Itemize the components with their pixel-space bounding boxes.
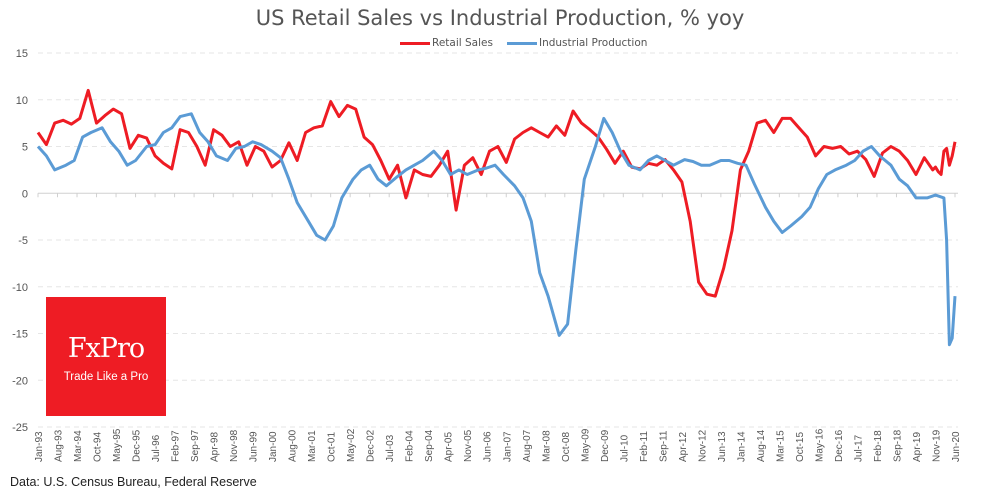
x-tick-label: Dec-95 <box>132 429 143 462</box>
x-tick-label: Jul-10 <box>619 434 630 462</box>
x-axis: Jan-93 Aug-93 Mar-94 Oct-94 May-95 Dec-95 Jul-… <box>34 192 962 462</box>
gridlines <box>38 52 958 428</box>
x-tick-label: Feb-18 <box>873 430 884 462</box>
x-tick-label: Oct-01 <box>327 432 338 462</box>
x-tick-label: Oct-08 <box>561 432 572 462</box>
logo-brand: FxPro <box>67 333 145 364</box>
series-line-industrial-production <box>36 112 957 347</box>
y-tick-label: 5 <box>22 142 28 154</box>
x-tick-label: Apr-19 <box>912 432 923 462</box>
legend-label-retail-sales: Retail Sales <box>432 37 493 49</box>
source-note: Data: U.S. Census Bureau, Federal Reserv… <box>10 475 257 489</box>
x-tick-label: Dec-02 <box>366 429 377 462</box>
x-tick-label: May-95 <box>112 428 123 462</box>
y-tick-label: -5 <box>18 235 28 247</box>
x-tick-label: Mar-94 <box>73 430 84 462</box>
x-tick-label: Dec-16 <box>834 429 845 462</box>
x-tick-label: Jul-96 <box>151 434 162 462</box>
x-tick-label: Apr-05 <box>444 432 455 462</box>
x-tick-label: Aug-07 <box>522 429 533 462</box>
x-tick-label: Sep-97 <box>190 429 201 462</box>
x-tick-label: Nov-98 <box>229 429 240 462</box>
y-axis-ticks: 15 10 5 0 -5 -10 -15 -20 -25 <box>12 48 28 434</box>
x-tick-label: Mar-15 <box>775 430 786 462</box>
y-tick-label: 0 <box>22 188 28 200</box>
x-tick-label: May-09 <box>580 428 591 462</box>
x-tick-label: Sep-18 <box>892 429 903 462</box>
series-line-retail-sales <box>36 88 957 298</box>
x-tick-label: Aug-00 <box>288 429 299 462</box>
x-tick-label: Jun-13 <box>717 431 728 462</box>
x-tick-label: Apr-98 <box>210 432 221 462</box>
x-tick-label: Apr-12 <box>678 432 689 462</box>
y-tick-label: 10 <box>16 95 28 107</box>
x-tick-label: May-02 <box>346 428 357 462</box>
y-tick-label: -25 <box>12 422 28 434</box>
x-tick-label: Oct-94 <box>93 432 104 462</box>
x-tick-label: Sep-04 <box>424 429 435 462</box>
legend-label-industrial-production: Industrial Production <box>538 37 648 49</box>
legend-item-industrial-production: Industrial Production <box>506 37 648 49</box>
x-tick-label: Nov-12 <box>697 429 708 462</box>
x-tick-label: Sep-11 <box>658 430 669 462</box>
legend-swatch-retail-sales <box>400 41 430 45</box>
x-tick-label: Mar-01 <box>307 430 318 462</box>
x-tick-label: Feb-11 <box>639 431 650 462</box>
y-tick-label: -10 <box>12 282 28 294</box>
x-tick-label: Feb-97 <box>171 430 182 462</box>
legend-swatch-industrial-production <box>506 41 537 45</box>
y-tick-label: 15 <box>16 48 28 60</box>
x-tick-label: Nov-05 <box>463 429 474 462</box>
y-tick-label: -15 <box>12 329 28 341</box>
x-tick-label: Jul-17 <box>853 434 864 462</box>
y-tick-label: -20 <box>12 375 28 387</box>
logo-tagline: Trade Like a Pro <box>63 371 149 383</box>
x-tick-label: Aug-14 <box>756 429 767 462</box>
chart-title: US Retail Sales vs Industrial Production… <box>255 6 745 30</box>
legend-item-retail-sales: Retail Sales <box>400 37 493 49</box>
x-tick-label: Jan-93 <box>34 431 45 462</box>
x-tick-label: Jul-03 <box>385 434 396 462</box>
x-tick-label: May-16 <box>814 428 825 462</box>
x-tick-label: Dec-09 <box>600 429 611 462</box>
x-tick-label: Jan-00 <box>268 431 279 462</box>
x-tick-label: Jun-99 <box>249 431 260 462</box>
x-tick-label: Aug-93 <box>54 429 65 462</box>
x-tick-label: Jun-20 <box>951 431 962 462</box>
x-tick-label: Mar-08 <box>541 430 552 462</box>
legend: Retail Sales Industrial Production <box>400 37 647 49</box>
x-tick-label: Oct-15 <box>795 432 806 462</box>
fxpro-logo: FxPro Trade Like a Pro <box>46 297 166 416</box>
series-lines <box>36 88 957 347</box>
x-tick-label: Jan-14 <box>736 431 747 462</box>
x-tick-label: Feb-04 <box>405 430 416 462</box>
x-tick-label: Jan-07 <box>502 431 513 462</box>
x-tick-label: Nov-19 <box>931 429 942 462</box>
x-tick-label: Jun-06 <box>483 431 494 462</box>
